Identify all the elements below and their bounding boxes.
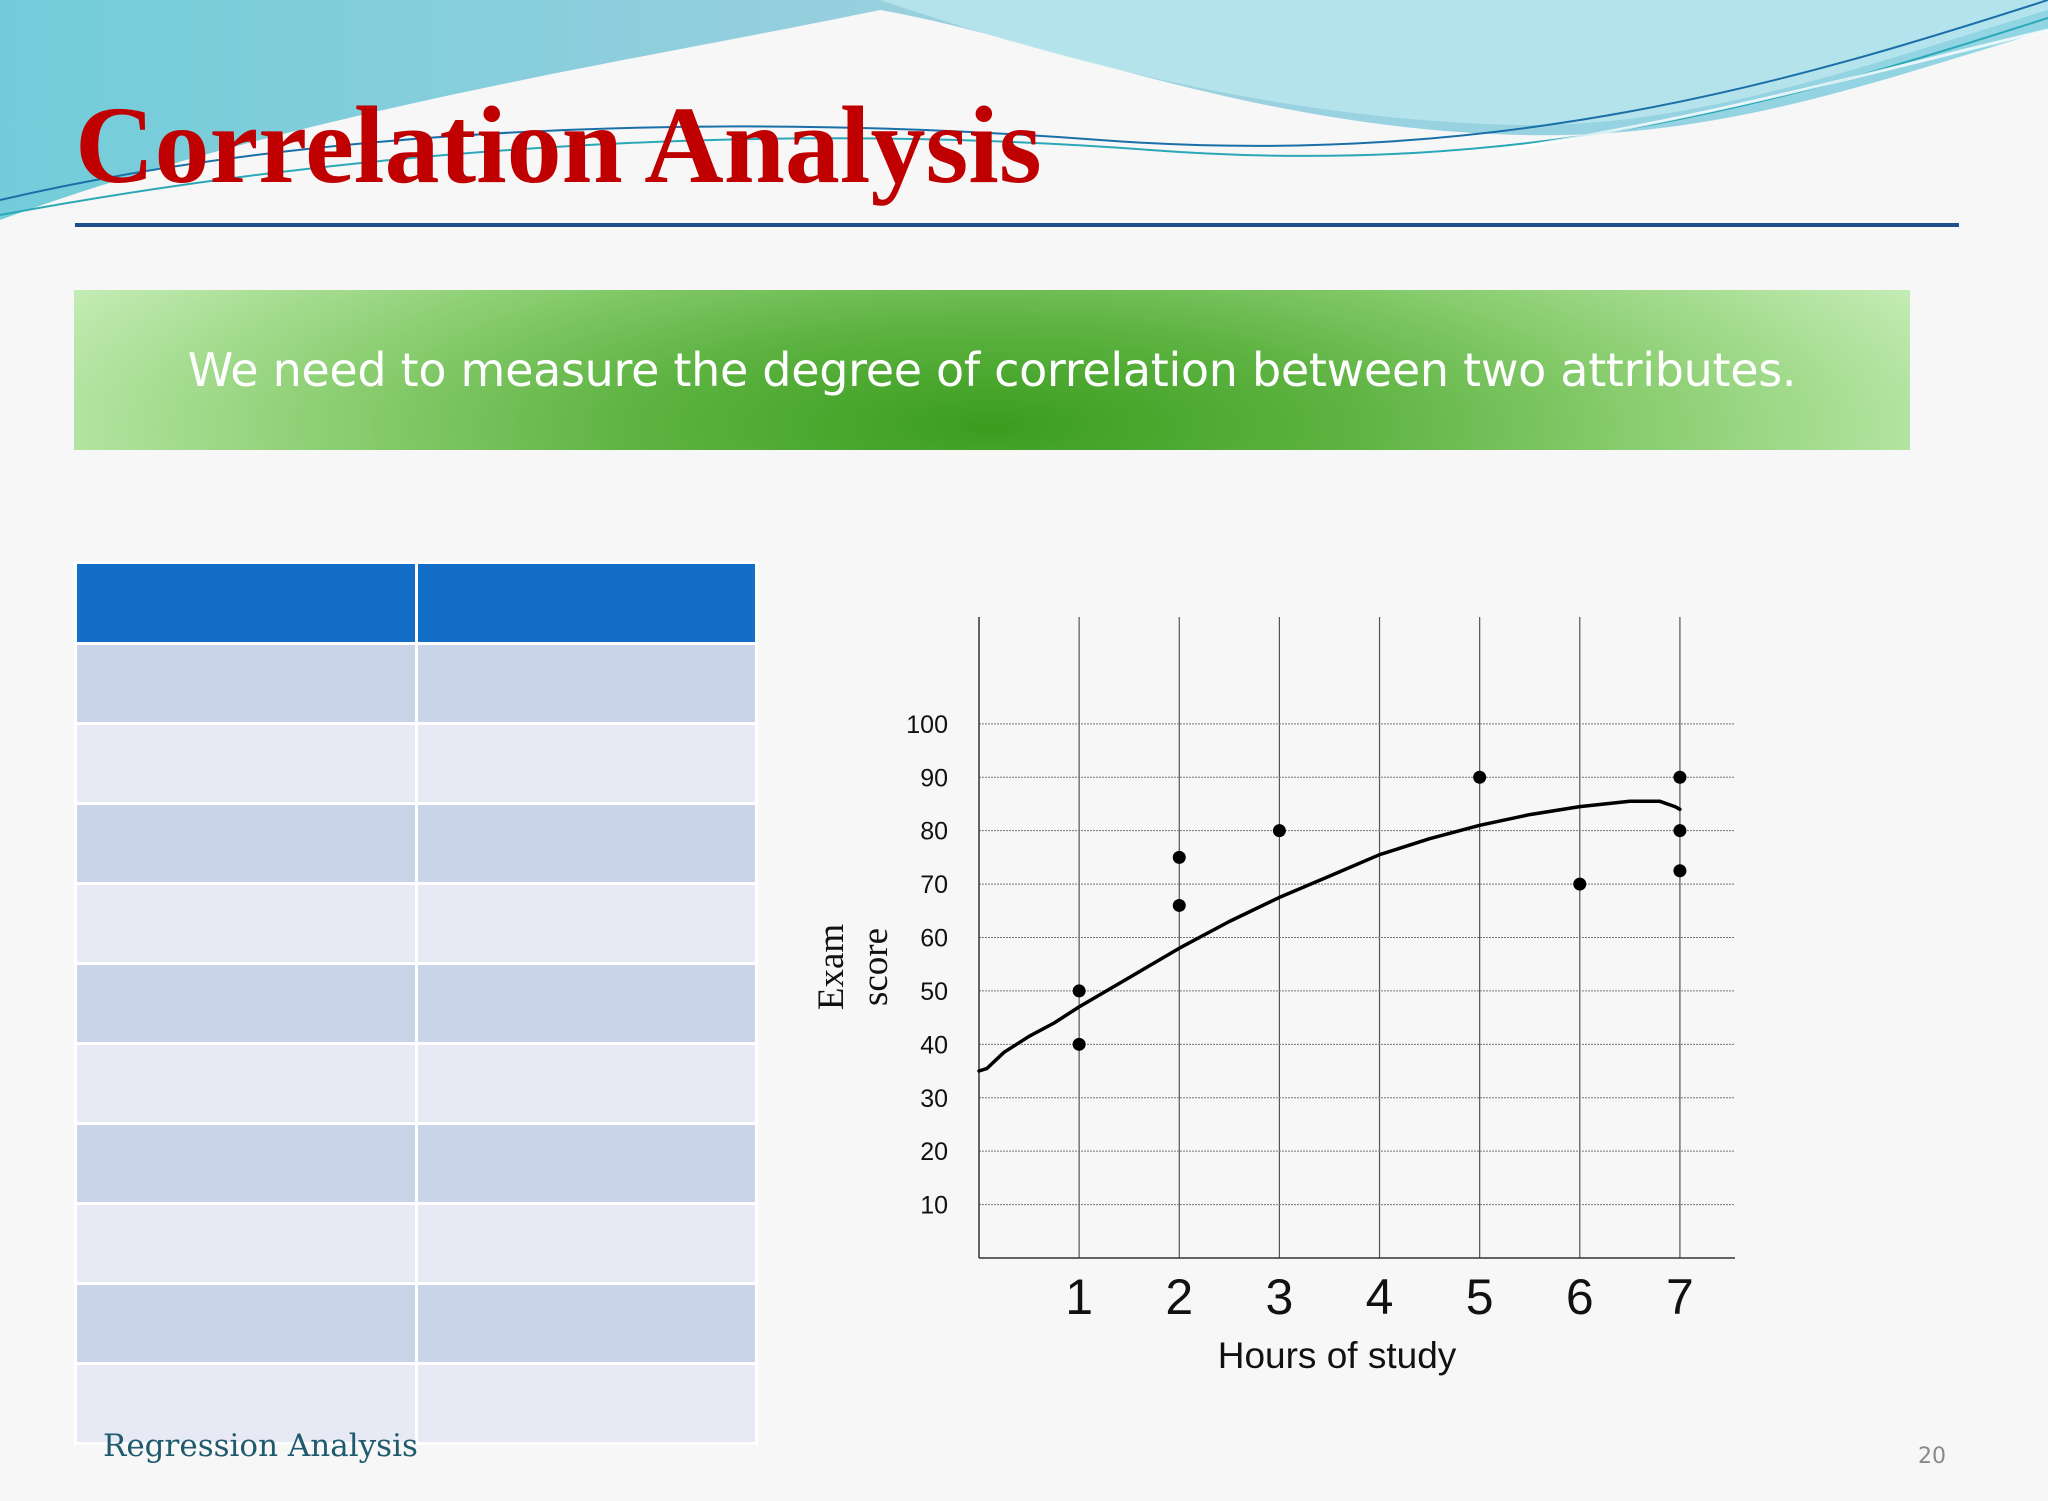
- data-point: [1072, 1037, 1086, 1051]
- table-cell: [414, 1282, 758, 1365]
- y-tick-label: 80: [920, 818, 948, 846]
- x-tick-label: 6: [1566, 1269, 1594, 1325]
- table-row: [74, 1202, 758, 1285]
- header-wave-decoration: [0, 0, 2048, 220]
- x-tick-label: 7: [1666, 1269, 1694, 1325]
- y-axis-label-line: Exam: [811, 924, 852, 1011]
- table-row: [74, 802, 758, 885]
- table-row: [74, 1122, 758, 1205]
- data-point: [1172, 898, 1186, 912]
- table-row: [74, 882, 758, 965]
- data-point: [1573, 877, 1587, 891]
- data-table: [74, 561, 758, 1445]
- table-cell: [74, 642, 418, 725]
- x-tick-label: 4: [1366, 1269, 1394, 1325]
- table-cell: [74, 962, 418, 1045]
- table-cell: [74, 882, 418, 965]
- data-point: [1673, 770, 1687, 784]
- trend-line: [977, 799, 1682, 1073]
- chart-grid: [979, 617, 1735, 1258]
- data-point: [1673, 824, 1687, 838]
- y-tick-label: 50: [920, 978, 948, 1006]
- y-tick-label: 40: [920, 1031, 948, 1059]
- table-cell: [74, 1362, 418, 1445]
- data-point: [1473, 770, 1487, 784]
- table-header-cell: [74, 561, 418, 645]
- table-cell: [74, 1122, 418, 1205]
- banner-text: We need to measure the degree of correla…: [187, 343, 1797, 397]
- table-cell: [414, 722, 758, 805]
- table-cell: [74, 1282, 418, 1365]
- y-tick-label: 100: [906, 711, 948, 739]
- x-tick-label: 1: [1065, 1269, 1093, 1325]
- x-axis-label: Hours of study: [1218, 1335, 1457, 1376]
- y-tick-label: 70: [920, 871, 948, 899]
- table-row: [74, 722, 758, 805]
- y-tick-label: 10: [920, 1192, 948, 1220]
- table-cell: [74, 1202, 418, 1285]
- y-tick-label: 20: [920, 1138, 948, 1166]
- chart-axes: [978, 617, 1735, 1259]
- x-tick-label: 5: [1466, 1269, 1494, 1325]
- table-cell: [74, 722, 418, 805]
- table-cell: [414, 802, 758, 885]
- y-axis-label-line: score: [855, 928, 896, 1006]
- table-cell: [414, 1362, 758, 1445]
- footer-label: Regression Analysis: [103, 1428, 418, 1464]
- table-cell: [414, 1122, 758, 1205]
- chart-points: [1072, 770, 1687, 1051]
- table-cell: [74, 802, 418, 885]
- table-row: [74, 1042, 758, 1125]
- table-cell: [74, 1042, 418, 1125]
- table-header-row: [74, 561, 758, 645]
- table-cell: [414, 882, 758, 965]
- table-row: [74, 1362, 758, 1445]
- table-header-cell: [414, 561, 758, 645]
- table-cell: [414, 642, 758, 725]
- y-tick-label: 90: [920, 764, 948, 792]
- data-point: [1673, 864, 1687, 878]
- table-cell: [414, 1202, 758, 1285]
- slide-title: Correlation Analysis: [75, 84, 1042, 206]
- page-number: 20: [1918, 1444, 1946, 1469]
- x-tick-label: 2: [1165, 1269, 1193, 1325]
- data-point: [1172, 850, 1186, 864]
- y-tick-label: 60: [920, 925, 948, 953]
- table-row: [74, 962, 758, 1045]
- table-cell: [414, 962, 758, 1045]
- data-point: [1272, 824, 1286, 838]
- table-row: [74, 1282, 758, 1365]
- table-cell: [414, 1042, 758, 1125]
- banner: We need to measure the degree of correla…: [74, 290, 1910, 450]
- data-point: [1072, 984, 1086, 998]
- y-tick-label: 30: [920, 1085, 948, 1113]
- table-row: [74, 642, 758, 725]
- title-divider: [75, 223, 1959, 227]
- x-tick-label: 3: [1265, 1269, 1293, 1325]
- chart-tick-labels: 1 2 3 4 5 6 7 10 20 30 40 50 60 70 80 90 100: [906, 711, 1694, 1325]
